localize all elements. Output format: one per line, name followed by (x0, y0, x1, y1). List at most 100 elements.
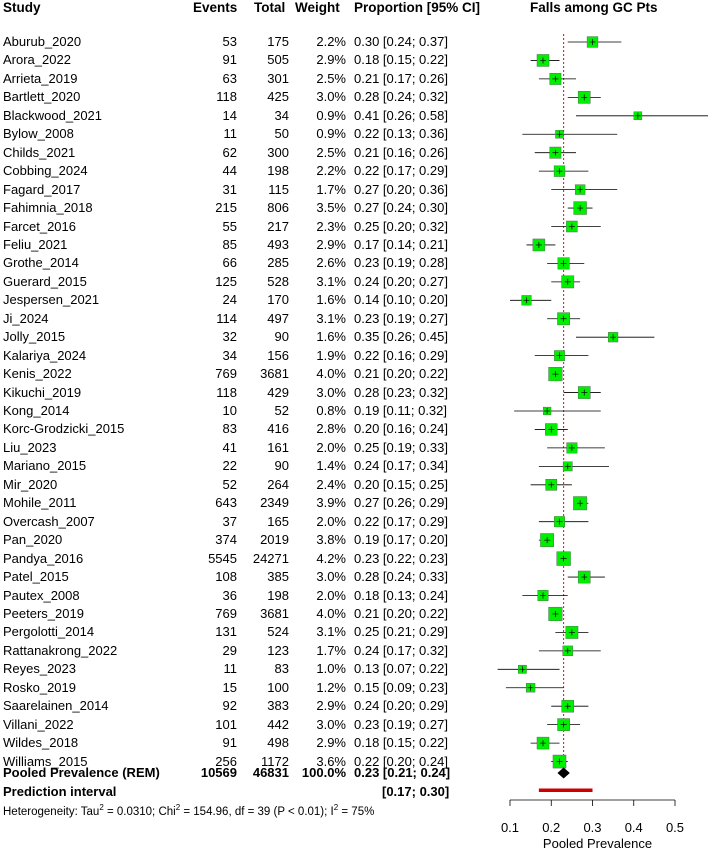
study-ci: 0.23 [0.22; 0.23] (354, 550, 448, 566)
study-name: Saarelainen_2014 (3, 698, 109, 714)
study-name: Childs_2021 (3, 144, 76, 160)
study-total: 524 (267, 624, 289, 640)
study-total: 198 (267, 163, 289, 179)
study-name: Grothe_2014 (3, 255, 79, 271)
prediction-interval-bar (538, 788, 593, 792)
study-weight: 2.3% (316, 218, 346, 234)
study-events: 92 (222, 698, 237, 714)
heterogeneity-prefix: Heterogeneity: Tau (3, 805, 100, 818)
study-ci: 0.22 [0.13; 0.36] (354, 126, 448, 142)
study-total: 425 (267, 89, 289, 105)
study-name: Reyes_2023 (3, 661, 76, 677)
study-events: 15 (222, 679, 237, 695)
study-events: 83 (222, 421, 237, 437)
pooled-total: 46831 (252, 765, 289, 780)
study-name: Feliu_2021 (3, 236, 68, 252)
study-ci: 0.28 [0.23; 0.32] (354, 384, 448, 400)
study-ci: 0.35 [0.26; 0.45] (354, 329, 448, 345)
header-events: Events (193, 0, 238, 15)
study-events: 108 (215, 569, 237, 585)
study-name: Pandya_2016 (3, 550, 84, 566)
study-weight: 1.6% (316, 329, 346, 345)
study-events: 91 (222, 735, 237, 751)
study-ci: 0.22 [0.17; 0.29] (354, 513, 448, 529)
study-ci: 0.28 [0.24; 0.32] (354, 89, 448, 105)
study-total: 301 (267, 70, 289, 86)
pooled-label: Pooled Prevalence (REM) (3, 765, 160, 780)
study-total: 442 (267, 716, 289, 732)
study-weight: 1.4% (316, 458, 346, 474)
study-events: 52 (222, 476, 237, 492)
study-weight: 3.1% (316, 273, 346, 289)
pooled-diamond (557, 767, 570, 779)
study-ci: 0.27 [0.24; 0.30] (354, 200, 448, 216)
study-name: Guerard_2015 (3, 273, 87, 289)
study-name: Rosko_2019 (3, 679, 76, 695)
study-events: 37 (222, 513, 237, 529)
study-ci: 0.25 [0.21; 0.29] (354, 624, 448, 640)
study-total: 493 (267, 236, 289, 252)
prediction-ci: [0.17; 0.30] (382, 784, 450, 799)
study-total: 175 (267, 34, 289, 49)
study-events: 374 (215, 532, 237, 548)
study-ci: 0.13 [0.07; 0.22] (354, 661, 448, 677)
chi-value: = 154.96, df = 39 (P < 0.01); I (180, 805, 334, 818)
study-name: Pergolotti_2014 (3, 624, 95, 640)
study-total: 50 (274, 126, 289, 142)
study-weight: 4.0% (316, 366, 346, 382)
study-total: 100 (267, 679, 289, 695)
study-ci: 0.28 [0.24; 0.33] (354, 569, 448, 585)
study-weight: 2.6% (316, 255, 346, 271)
study-name: Mir_2020 (3, 476, 58, 492)
study-events: 101 (215, 716, 237, 732)
study-weight: 2.9% (316, 236, 346, 252)
study-events: 22 (222, 458, 237, 474)
study-name: Arora_2022 (3, 52, 71, 68)
study-weight: 2.0% (316, 513, 346, 529)
study-weight: 3.6% (316, 753, 346, 769)
study-ci: 0.21 [0.16; 0.26] (354, 144, 448, 160)
study-weight: 4.0% (316, 605, 346, 621)
study-ci: 0.22 [0.17; 0.29] (354, 163, 448, 179)
study-name: Patel_2015 (3, 569, 69, 585)
header-proportion: Proportion [95% CI] (354, 0, 481, 15)
study-ci: 0.20 [0.16; 0.24] (354, 421, 448, 437)
study-ci: 0.27 [0.26; 0.29] (354, 495, 448, 511)
study-name: Korc-Grodzicki_2015 (3, 421, 125, 437)
study-events: 215 (215, 200, 237, 216)
study-weight: 4.2% (316, 550, 346, 566)
study-name: Overcash_2007 (3, 513, 95, 529)
study-weight: 2.9% (316, 52, 346, 68)
header-study: Study (3, 0, 41, 15)
study-total: 2019 (260, 532, 289, 548)
study-total: 383 (267, 698, 289, 714)
study-total: 170 (267, 292, 289, 308)
i2-sup: 2 (333, 803, 339, 812)
study-events: 44 (222, 163, 237, 179)
study-weight: 3.0% (316, 569, 346, 585)
study-total: 1172 (261, 753, 289, 769)
study-events: 91 (222, 52, 237, 68)
study-events: 34 (222, 347, 237, 363)
study-events: 11 (223, 126, 238, 142)
chi-sup: 2 (175, 803, 181, 812)
study-name: Jespersen_2021 (3, 292, 100, 308)
pooled-weight: 100.0% (301, 765, 346, 780)
study-weight: 3.9% (316, 495, 346, 511)
study-weight: 3.5% (316, 200, 346, 216)
study-name: Liu_2023 (3, 439, 57, 455)
prediction-label: Prediction interval (3, 784, 117, 799)
study-ci: 0.30 [0.24; 0.37] (354, 34, 448, 49)
study-events: 32 (222, 329, 237, 345)
study-total: 264 (267, 476, 289, 492)
study-events: 41 (222, 439, 237, 455)
study-name: Blackwood_2021 (3, 107, 103, 123)
x-axis-label: Pooled Prevalence (543, 836, 652, 851)
study-ci: 0.22 [0.16; 0.29] (354, 347, 448, 363)
study-ci: 0.24 [0.17; 0.32] (354, 642, 448, 658)
study-events: 66 (222, 255, 237, 271)
study-weight: 2.2% (316, 34, 346, 49)
study-ci: 0.17 [0.14; 0.21] (354, 236, 448, 252)
x-tick-label: 0.5 (666, 820, 684, 835)
